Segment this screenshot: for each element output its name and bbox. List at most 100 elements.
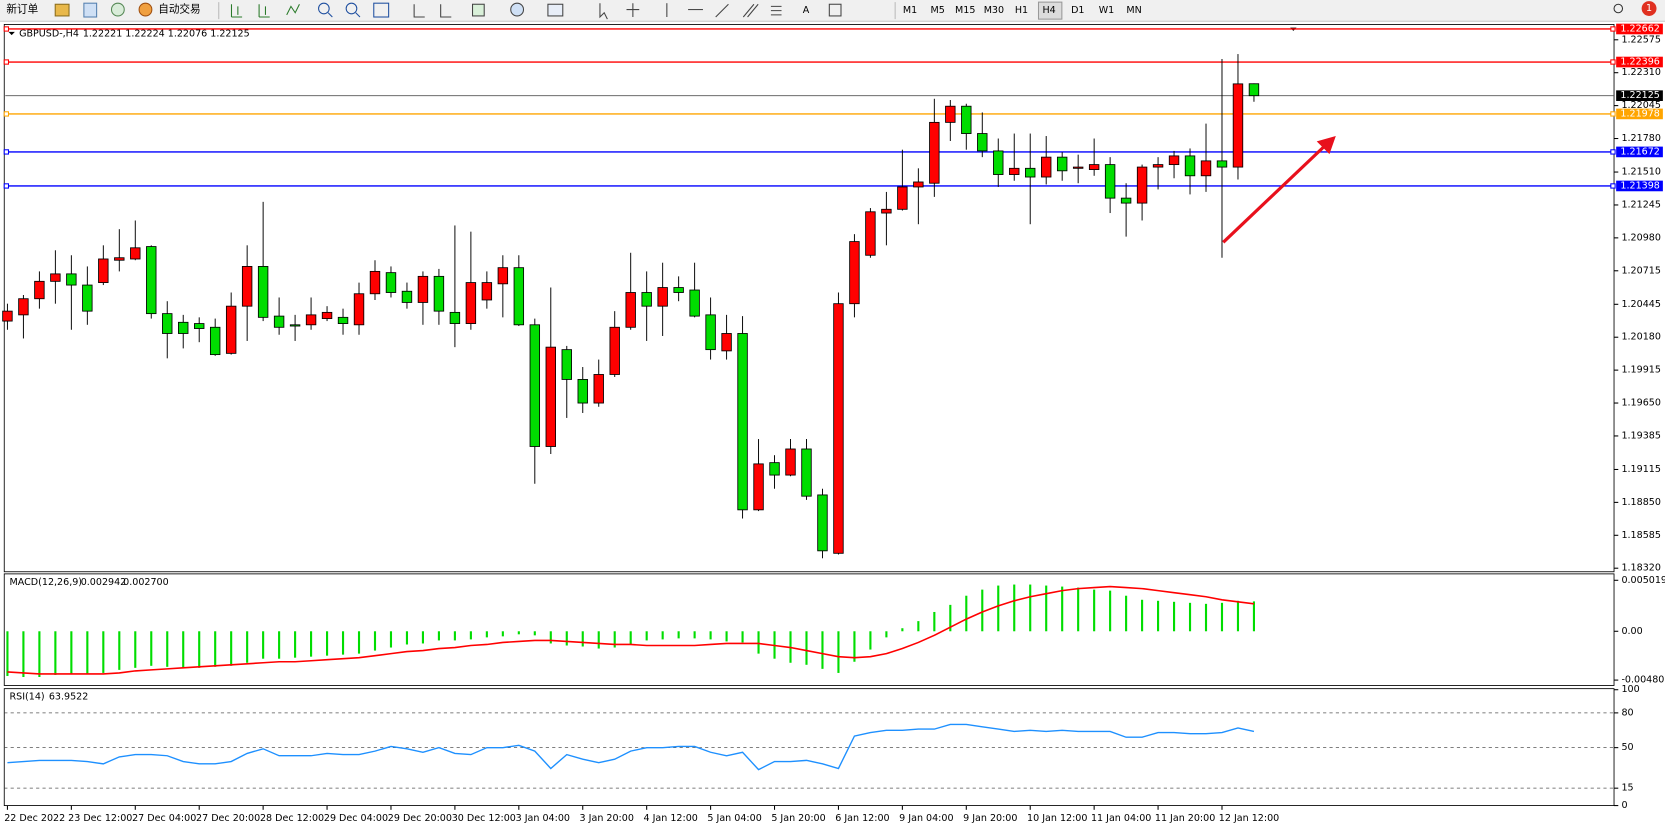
auto-trading-button[interactable]: 自动交易 <box>158 3 200 16</box>
level-handle <box>1610 149 1616 155</box>
x-tick-label: 28 Dec 12:00 <box>260 813 324 824</box>
candle-body <box>801 448 812 497</box>
y-tick-label: 50 <box>1621 742 1633 753</box>
candle-body <box>705 314 716 351</box>
candle-body <box>130 247 141 260</box>
level-price-box <box>1616 180 1663 192</box>
new-order-button[interactable]: 新订单 <box>6 3 38 16</box>
candle-body <box>162 313 173 334</box>
timeframe-button[interactable]: M30 <box>984 5 1004 16</box>
y-tick-label: 1.18320 <box>1621 563 1660 574</box>
candle-body <box>1136 166 1148 204</box>
y-tick-label: 1.22575 <box>1621 34 1660 45</box>
x-tick-label: 3 Jan 04:00 <box>516 813 570 824</box>
ohlc-value: 1.22224 <box>125 29 164 40</box>
annotation-arrow <box>1222 142 1329 244</box>
notification-count[interactable]: 1 <box>1646 3 1652 14</box>
level-price-box <box>1616 108 1663 120</box>
level-price-box <box>1616 23 1663 35</box>
x-tick-label: 29 Dec 20:00 <box>388 813 452 824</box>
timeframe-button[interactable]: H4 <box>1042 5 1055 16</box>
y-tick-label: 1.20980 <box>1621 232 1660 243</box>
icon[interactable] <box>83 2 98 18</box>
bid-price-box <box>1616 90 1663 101</box>
level-price-label: 1.22396 <box>1620 57 1659 68</box>
candle-body <box>433 275 445 312</box>
candle-body <box>1200 160 1212 177</box>
candle-body <box>1025 167 1036 178</box>
rsi-panel <box>3 688 1615 806</box>
candle-body <box>657 287 668 307</box>
candle-body <box>114 257 125 261</box>
timeframe-button[interactable]: D1 <box>1071 5 1084 16</box>
indicator-value: 0.002942 <box>81 577 127 588</box>
y-tick-label: 0.005019 <box>1621 575 1665 586</box>
candle-body <box>449 311 461 324</box>
candle-body <box>993 150 1004 175</box>
level-handle <box>3 111 10 117</box>
y-tick-label: 1.22310 <box>1621 67 1660 78</box>
candle-body <box>785 448 796 476</box>
icon[interactable] <box>110 2 125 17</box>
timeframe-button[interactable]: M5 <box>930 5 944 16</box>
candle-body <box>146 246 157 315</box>
candle-body <box>1184 155 1196 177</box>
level-handle <box>1610 59 1616 65</box>
timeframe-bar: M1 M5 M15 M30 H1 H4 D1 W1 MN <box>903 1 1142 20</box>
x-tick-label: 9 Jan 04:00 <box>899 813 953 824</box>
candle-body <box>98 258 109 284</box>
symbol-label: GBPUSD-,H4 <box>19 29 79 40</box>
timeframe-active <box>1037 1 1063 20</box>
candle-body <box>689 289 700 317</box>
x-tick-label: 11 Jan 04:00 <box>1091 813 1151 824</box>
candle-body <box>241 266 253 307</box>
auto-trading-icon[interactable] <box>138 2 153 17</box>
y-tick-label: 1.20445 <box>1621 299 1660 310</box>
timeframe-button[interactable]: W1 <box>1099 5 1115 16</box>
y-tick-label: 1.21510 <box>1621 167 1660 178</box>
text-tool[interactable]: A <box>803 5 810 16</box>
notification-badge[interactable] <box>1641 1 1657 16</box>
candle-body <box>929 121 940 184</box>
level-handle <box>3 59 10 65</box>
x-tick-label: 11 Jan 20:00 <box>1155 813 1215 824</box>
search-icon[interactable] <box>1613 3 1624 14</box>
icon[interactable] <box>54 3 70 17</box>
candle-body <box>673 287 684 293</box>
candle-body <box>34 280 45 300</box>
zoom-tools[interactable] <box>318 2 390 18</box>
candle-body <box>513 267 525 326</box>
x-tick-label: 22 Dec 2022 <box>4 813 65 824</box>
level-price-label: 1.21978 <box>1620 108 1659 119</box>
drawing-tools[interactable] <box>413 2 782 20</box>
rsi-line <box>7 723 1255 771</box>
candle-body <box>1040 156 1052 178</box>
candle-body <box>305 314 317 326</box>
symbol-menu-arrow[interactable] <box>8 31 15 36</box>
label-tool[interactable] <box>828 3 842 17</box>
timeframe-button[interactable]: H1 <box>1015 5 1028 16</box>
level-price-box <box>1616 146 1663 158</box>
candle-body <box>82 284 93 312</box>
candle-body <box>1072 166 1084 169</box>
y-tick-label: 1.20715 <box>1621 265 1660 276</box>
y-tick-label: 0 <box>1621 800 1627 811</box>
candle-body <box>593 374 604 404</box>
candle-body <box>417 275 429 303</box>
x-tick-label: 29 Dec 04:00 <box>324 813 388 824</box>
candle-body <box>1056 156 1068 172</box>
y-tick-label: 1.21245 <box>1621 199 1660 210</box>
candle-body <box>1104 164 1116 199</box>
toolbar <box>0 0 1665 22</box>
macd-panel <box>3 573 1615 686</box>
level-handle <box>3 149 10 155</box>
timeframe-button[interactable]: MN <box>1126 5 1141 16</box>
timeframe-button[interactable]: M1 <box>903 5 917 16</box>
candle-body <box>1009 167 1020 175</box>
timeframe-button[interactable]: M15 <box>955 5 975 16</box>
plot-area: 1.22575 1.22310 1.22045 1.21780 1.21510 1.212… <box>2 23 1665 824</box>
candle-body <box>881 208 892 214</box>
x-tick-label: 3 Jan 20:00 <box>580 813 634 824</box>
chart-tools[interactable] <box>230 4 300 18</box>
